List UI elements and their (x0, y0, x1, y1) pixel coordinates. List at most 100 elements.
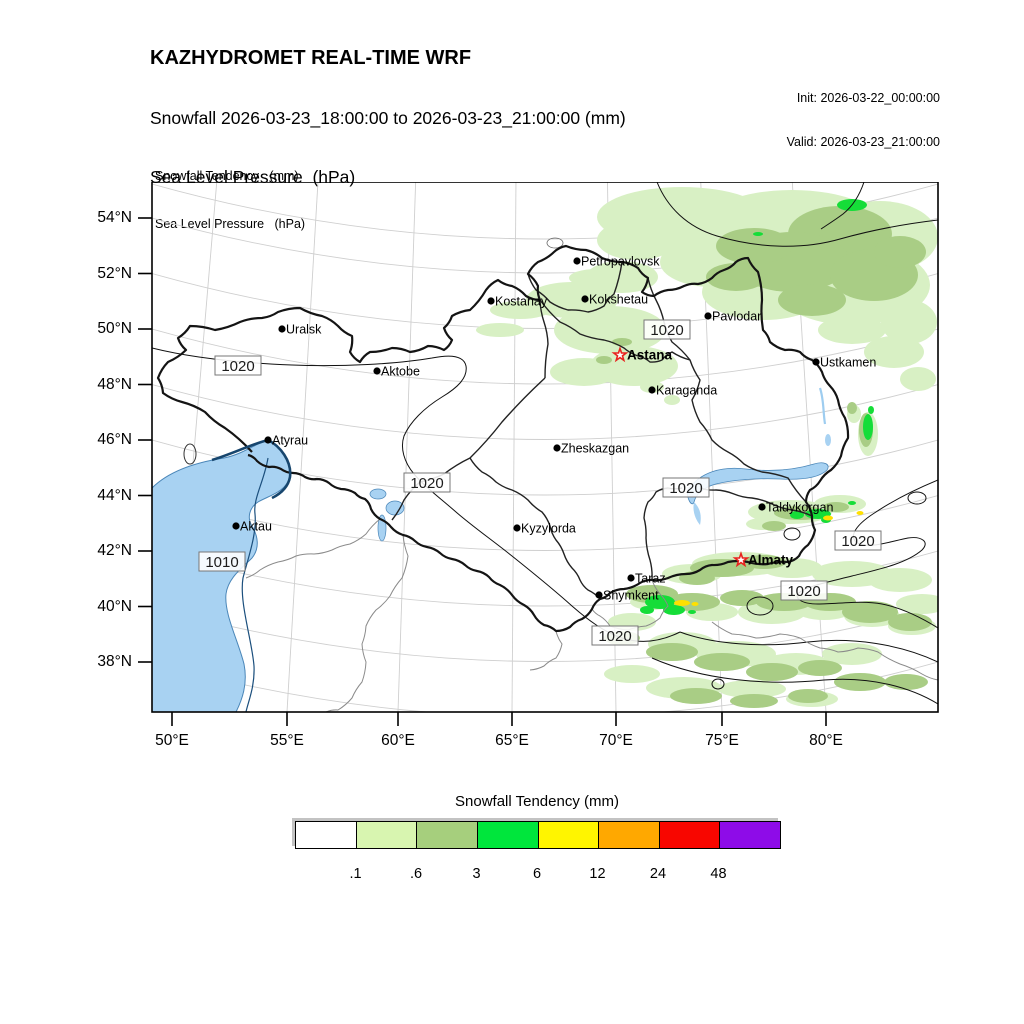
city-label: Astana (627, 348, 673, 363)
snowfall-light (476, 323, 524, 337)
isobar (796, 479, 938, 629)
city: Karaganda (648, 384, 717, 398)
colorbar-tick-label: .6 (409, 866, 423, 882)
colorbar-title: Snowfall Tendency (mm) (455, 793, 619, 810)
colorbar-cell (659, 822, 721, 848)
snowfall-moderate (706, 263, 766, 291)
colorbar-tick-label: 48 (710, 866, 727, 882)
city: Aktobe (373, 365, 420, 379)
city-label: Kyzylorda (521, 522, 576, 536)
pressure-label: 1020 (780, 580, 828, 601)
city-label: Karaganda (656, 384, 717, 398)
city-label: Kostanay (495, 295, 548, 309)
snowfall-moderate (842, 601, 898, 623)
city: Zheskazgan (553, 442, 629, 456)
city-dot-marker (595, 591, 603, 599)
pressure-label-value: 1020 (669, 480, 702, 497)
map-frame (151, 182, 939, 713)
pressure-label-box (214, 355, 262, 376)
snowfall-light (569, 269, 625, 287)
city-label: Atyrau (272, 434, 308, 448)
graticule-parallel (152, 328, 938, 385)
lon-tick-label: 65°E (495, 732, 529, 749)
isobar-over-sea (241, 457, 269, 712)
snowfall-light (554, 306, 666, 354)
oblast-border (699, 487, 813, 517)
pressure-label-box (780, 580, 828, 601)
snowfall-light (664, 395, 680, 405)
pressure-label-value: 1020 (841, 533, 874, 550)
graticule-parallel (152, 384, 938, 440)
city-dot-marker (232, 522, 240, 530)
city-label: Shymkent (603, 589, 659, 603)
pressure-label-value: 1020 (221, 358, 254, 375)
page-title: KAZHYDROMET REAL-TIME WRF (150, 47, 472, 69)
city-dot-marker (812, 358, 820, 366)
snowfall-moderate (746, 663, 798, 681)
colorbar-cell (296, 822, 357, 848)
snowfall-moderate (670, 688, 722, 704)
snowfall-light (550, 358, 618, 386)
snowfall-period-subtitle: Snowfall 2026-03-23_18:00:00 to 2026-03-… (150, 108, 626, 128)
pressure-label-box (662, 477, 710, 498)
snowfall-heavy (753, 232, 763, 236)
snowfall-moderate (823, 502, 849, 512)
city: Shymkent (595, 589, 659, 603)
city-label: Uralsk (286, 323, 322, 337)
graticule-meridian (511, 182, 517, 712)
city-dot-marker (513, 524, 521, 532)
pressure-label: 1020 (834, 530, 882, 551)
city: Pavlodar (704, 310, 761, 324)
aral-sea (385, 500, 405, 516)
caspian-north-coast (211, 438, 292, 500)
snowfall-heavy (868, 406, 874, 414)
snowfall-heavy (640, 606, 654, 614)
lake-balkhash-tail (693, 502, 701, 525)
legend-pressure-line: Sea Level Pressure (hPa) (155, 217, 306, 231)
snowfall-moderate (834, 673, 886, 691)
isobar (651, 657, 938, 705)
pressure-label: 1020 (403, 472, 451, 493)
city-dot-marker (373, 367, 381, 375)
legend-snowfall-line: Snowfall Tendency (mm) (155, 169, 299, 183)
city-dot-marker (704, 312, 712, 320)
map-content: 1020 1020 1020 1020 1010 1020 1020 1020 Petropav… (152, 182, 938, 712)
snowfall-moderate (612, 338, 632, 346)
city-label: Almaty (748, 553, 794, 568)
pressure-label: 1010 (198, 551, 246, 572)
snowfall-light (604, 665, 660, 683)
isobar (152, 347, 681, 642)
snowfall-light (900, 367, 936, 391)
city-label: Petropavlovsk (581, 255, 660, 269)
snowfall-moderate (742, 555, 786, 569)
pressure-contours (152, 182, 938, 705)
weather-map: 1020 1020 1020 1020 1010 1020 1020 1020 Petropav… (138, 182, 939, 726)
colorbar-cell (477, 822, 539, 848)
snowfall-moderate (778, 284, 846, 316)
lake-balkhash (687, 462, 829, 505)
small-lake-outline (546, 237, 564, 249)
city-dot-marker (278, 325, 286, 333)
colorbar-cell (417, 822, 478, 848)
colorbar-cell (720, 822, 780, 848)
pressure-label-value: 1020 (410, 475, 443, 492)
graticule-meridian (286, 182, 319, 712)
aral-sea (369, 488, 387, 500)
snowfall-light (490, 301, 550, 319)
city-label: Ustkamen (820, 356, 876, 370)
lat-tick-label: 42°N (97, 542, 132, 559)
graticule-parallel (152, 606, 938, 662)
colorbar-tick-label: 24 (649, 866, 667, 882)
snowfall-intense (856, 511, 864, 515)
snowfall-moderate (694, 653, 750, 671)
lon-tick-label: 50°E (155, 732, 189, 749)
lake-zaysan (825, 434, 831, 446)
city-label: Aktau (240, 520, 272, 534)
foreign-border (529, 630, 563, 671)
lon-tick-label: 70°E (599, 732, 633, 749)
city-dot-marker (758, 503, 766, 511)
snowfall-heavy (863, 414, 873, 440)
snowfall-moderate (730, 694, 778, 708)
lon-tick-label: 60°E (381, 732, 415, 749)
lon-tick-label: 75°E (705, 732, 739, 749)
